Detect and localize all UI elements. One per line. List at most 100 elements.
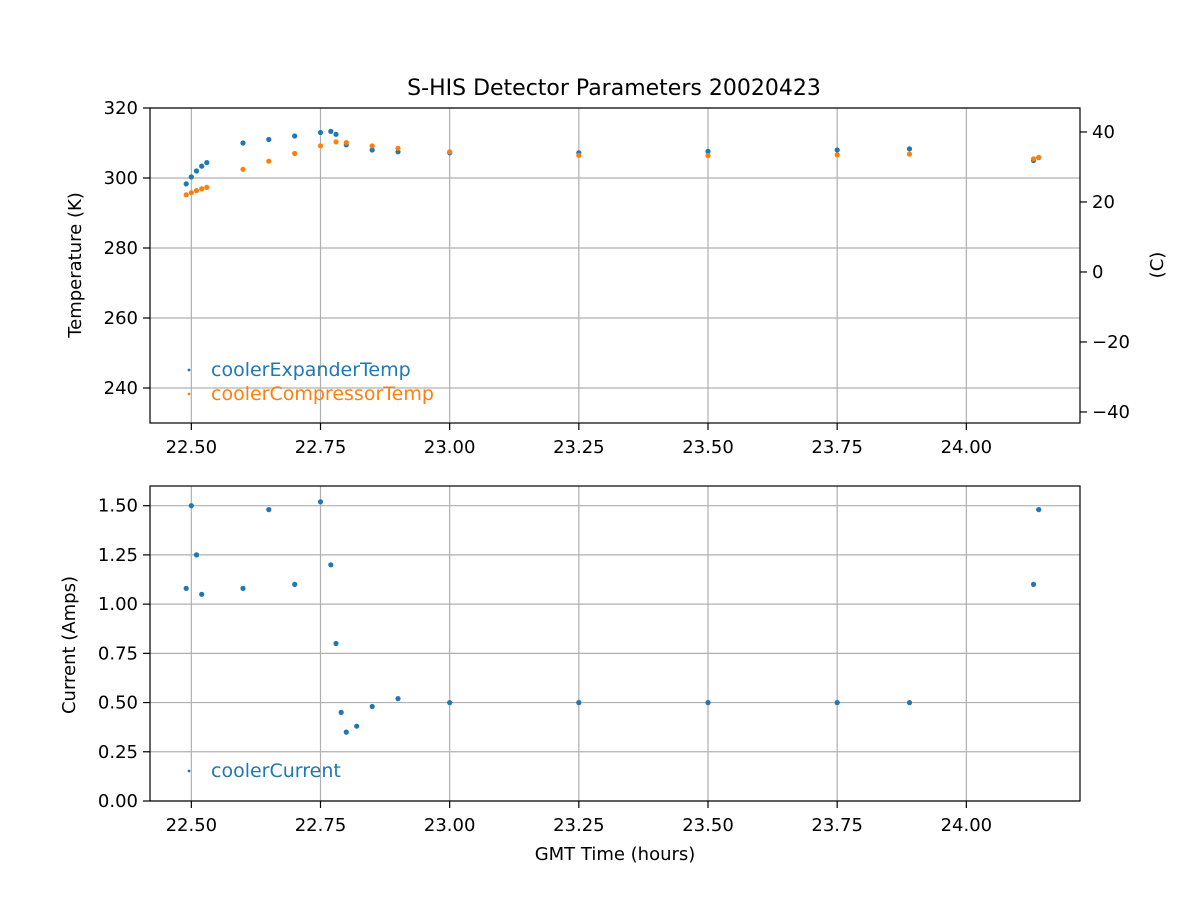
data-point-cooler-current — [317, 499, 324, 505]
legend-marker-cooler-expander-temp — [187, 368, 191, 372]
data-point-cooler-compressor-temp — [1036, 154, 1042, 160]
current-legend: coolerCurrent — [187, 760, 341, 782]
data-point-cooler-expander-temp — [834, 147, 840, 153]
data-point-cooler-expander-temp — [183, 181, 189, 187]
data-point-cooler-current — [240, 585, 246, 592]
x-tick-label: 23.00 — [424, 815, 476, 836]
data-point-cooler-compressor-temp — [193, 188, 200, 194]
y-tick-label: 260 — [104, 308, 138, 329]
y-tick-label: 240 — [104, 378, 138, 399]
current-panel: 22.50 22.75 23.00 23.25 23.50 23.75 24.00 0.00… — [59, 485, 1081, 865]
temperature-points — [183, 128, 1042, 198]
data-point-cooler-current — [328, 562, 334, 568]
data-point-cooler-compressor-temp — [834, 152, 840, 158]
data-point-cooler-compressor-temp — [1030, 156, 1037, 162]
data-point-cooler-expander-temp — [906, 146, 913, 152]
y-tick-label: 280 — [104, 238, 138, 259]
x-tick-label: 23.50 — [682, 437, 734, 458]
data-point-cooler-current — [354, 723, 360, 729]
x-tick-label: 23.75 — [811, 437, 863, 458]
data-point-cooler-compressor-temp — [705, 153, 711, 159]
temperature-y-axis-label: Temperature (K) — [65, 192, 86, 339]
x-tick-label: 22.50 — [166, 437, 218, 458]
data-point-cooler-current — [395, 696, 401, 702]
temperature-right-y-ticks: −40 −20 0 20 40 — [1080, 122, 1130, 423]
data-point-cooler-expander-temp — [369, 147, 375, 153]
current-plot-frame — [149, 485, 1081, 802]
data-point-cooler-current — [1036, 507, 1042, 513]
data-point-cooler-current — [188, 503, 194, 509]
celsius-y-axis-label: (C) — [1147, 252, 1168, 279]
right-y-tick-label: −20 — [1092, 332, 1130, 353]
x-tick-label: 24.00 — [941, 815, 993, 836]
x-tick-label: 23.25 — [553, 815, 605, 836]
data-point-cooler-current — [183, 585, 189, 592]
y-tick-label: 1.25 — [98, 545, 138, 566]
x-tick-label: 23.75 — [811, 815, 863, 836]
data-point-cooler-current — [292, 581, 298, 588]
data-point-cooler-expander-temp — [292, 133, 298, 139]
data-point-cooler-current — [576, 700, 582, 706]
data-point-cooler-current — [338, 709, 344, 716]
data-point-cooler-compressor-temp — [188, 190, 194, 196]
current-y-ticks: 0.00 0.25 0.50 0.75 1.00 1.25 1.50 — [98, 496, 150, 812]
data-point-cooler-expander-temp — [317, 129, 324, 136]
data-point-cooler-compressor-temp — [333, 139, 339, 145]
data-point-cooler-compressor-temp — [266, 158, 272, 164]
data-point-cooler-current — [193, 552, 200, 558]
x-tick-label: 24.00 — [941, 437, 993, 458]
temperature-plot-frame — [149, 107, 1081, 424]
data-point-cooler-expander-temp — [204, 160, 210, 166]
x-tick-label: 23.50 — [682, 815, 734, 836]
y-tick-label: 300 — [104, 168, 138, 189]
right-y-tick-label: 20 — [1092, 192, 1115, 213]
data-point-cooler-compressor-temp — [204, 184, 210, 190]
data-point-cooler-expander-temp — [705, 148, 711, 154]
chart-title: S-HIS Detector Parameters 20020423 — [407, 76, 821, 101]
temperature-x-ticks: 22.50 22.75 23.00 23.25 23.50 23.75 24.00 — [166, 423, 993, 458]
temperature-legend: coolerExpanderTemp coolerCompressorTemp — [187, 359, 434, 405]
data-point-cooler-expander-temp — [188, 174, 194, 180]
y-tick-label: 0.25 — [98, 742, 138, 763]
y-tick-label: 1.00 — [98, 594, 138, 615]
data-point-cooler-compressor-temp — [576, 152, 582, 158]
data-point-cooler-expander-temp — [199, 163, 205, 169]
data-point-cooler-compressor-temp — [240, 166, 246, 172]
data-point-cooler-compressor-temp — [906, 151, 913, 157]
data-point-cooler-compressor-temp — [343, 140, 349, 146]
data-point-cooler-current — [705, 700, 711, 706]
y-tick-label: 0.50 — [98, 693, 138, 714]
data-point-cooler-expander-temp — [328, 128, 334, 134]
data-point-cooler-compressor-temp — [183, 192, 189, 198]
x-axis-label: GMT Time (hours) — [535, 844, 696, 865]
data-point-cooler-current — [447, 700, 453, 706]
data-point-cooler-current — [834, 700, 840, 706]
data-point-cooler-current — [333, 640, 339, 647]
data-point-cooler-current — [369, 703, 375, 710]
data-point-cooler-current — [1030, 581, 1037, 588]
data-point-cooler-compressor-temp — [447, 149, 453, 155]
y-tick-label: 1.50 — [98, 496, 138, 517]
right-y-tick-label: −40 — [1092, 402, 1130, 423]
data-point-cooler-compressor-temp — [199, 186, 205, 192]
legend-marker-cooler-compressor-temp — [187, 392, 191, 396]
right-y-tick-label: 40 — [1092, 122, 1115, 143]
data-point-cooler-compressor-temp — [292, 150, 298, 157]
y-tick-label: 320 — [104, 98, 138, 119]
temperature-panel: 22.50 22.75 23.00 23.25 23.50 23.75 24.00 2402… — [65, 98, 1168, 458]
x-tick-label: 22.75 — [295, 437, 347, 458]
current-y-axis-label: Current (Amps) — [59, 576, 80, 714]
data-point-cooler-expander-temp — [333, 131, 339, 137]
data-point-cooler-compressor-temp — [395, 145, 401, 151]
legend-marker-cooler-current — [187, 769, 191, 773]
data-point-cooler-current — [343, 729, 349, 735]
data-point-cooler-expander-temp — [193, 168, 200, 174]
current-x-ticks: 22.50 22.75 23.00 23.25 23.50 23.75 24.00 — [166, 801, 993, 836]
x-tick-label: 22.50 — [166, 815, 218, 836]
data-point-cooler-expander-temp — [240, 140, 246, 146]
data-point-cooler-current — [199, 591, 205, 597]
y-tick-label: 0.75 — [98, 643, 138, 664]
data-point-cooler-current — [906, 700, 913, 706]
x-tick-label: 22.75 — [295, 815, 347, 836]
